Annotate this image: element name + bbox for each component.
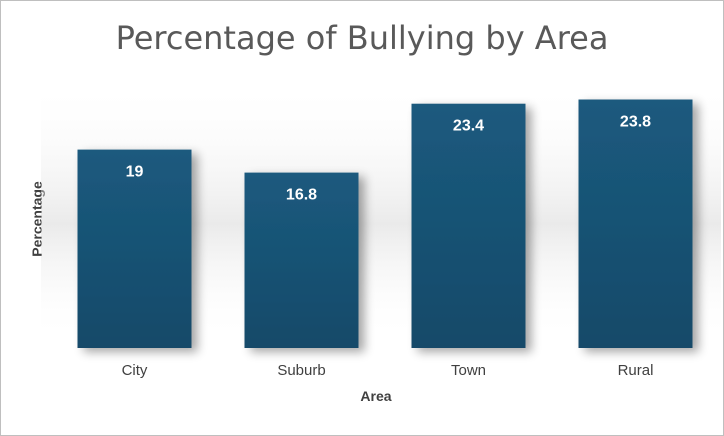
- x-tick-rural: Rural: [618, 362, 654, 379]
- bar-city: [77, 149, 192, 348]
- chart-title: Percentage of Bullying by Area: [115, 19, 609, 57]
- bar-rural: [578, 99, 693, 348]
- x-tick-city: City: [122, 362, 148, 379]
- x-axis-tick-labels: City Suburb Town Rural: [122, 362, 654, 379]
- data-label-city: 19: [126, 164, 144, 181]
- bar-series: 19 16.8 23.4 23.8: [77, 99, 693, 348]
- data-label-rural: 23.8: [620, 114, 651, 131]
- bar-town: [411, 103, 526, 348]
- data-label-town: 23.4: [453, 118, 484, 135]
- bar-suburb: [244, 172, 359, 348]
- x-tick-town: Town: [451, 362, 486, 379]
- data-label-suburb: 16.8: [286, 187, 317, 204]
- x-axis-title: Area: [360, 388, 392, 404]
- x-tick-suburb: Suburb: [277, 362, 325, 379]
